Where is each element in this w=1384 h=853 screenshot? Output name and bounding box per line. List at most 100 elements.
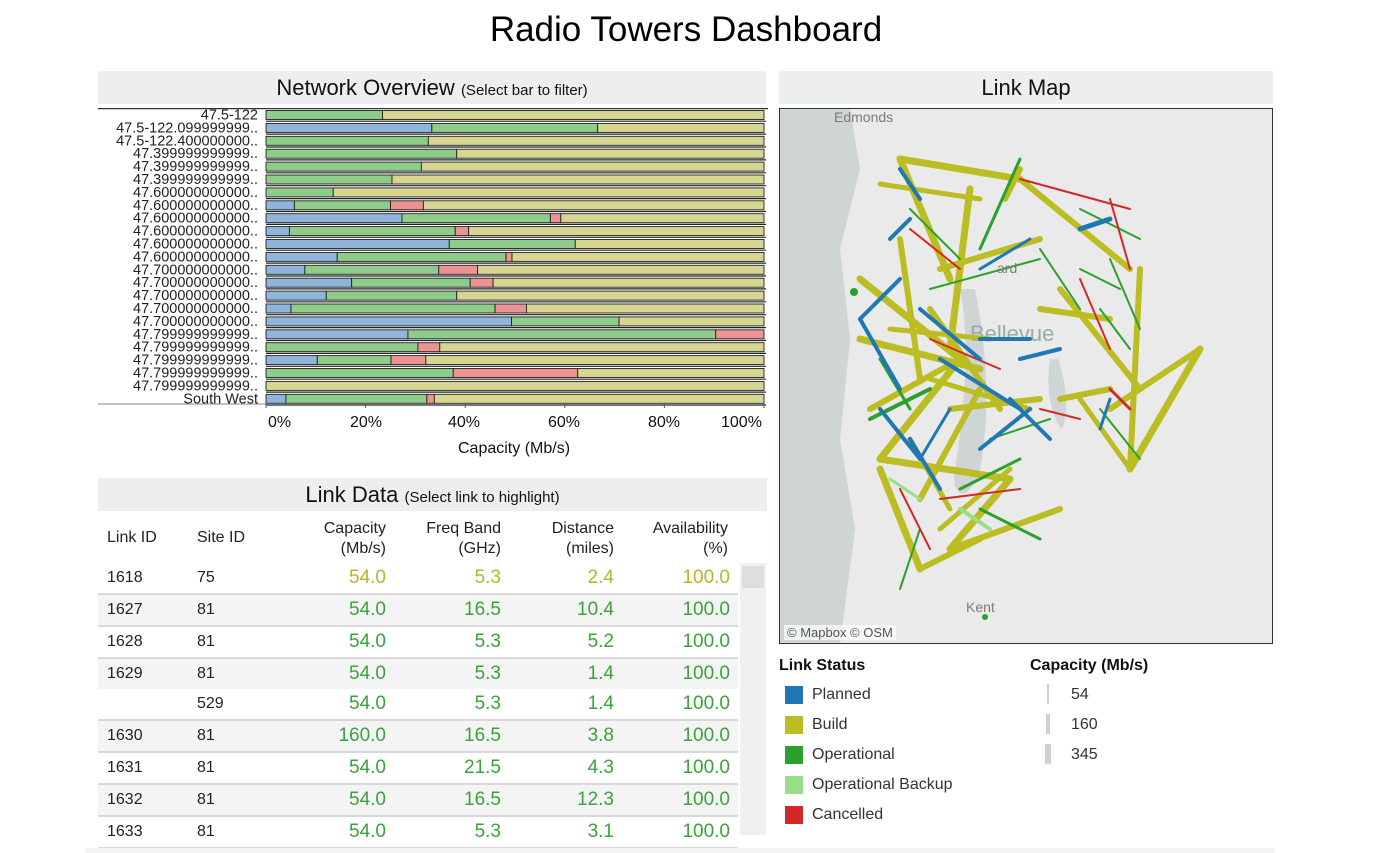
bar-segment-cancelled[interactable] xyxy=(438,264,479,275)
bar-segment-cancelled[interactable] xyxy=(452,368,579,378)
map-link-planned[interactable] xyxy=(938,357,1022,411)
bar-segment-build[interactable] xyxy=(511,251,765,262)
map-link-planned[interactable] xyxy=(878,407,922,461)
bar-segment-operational[interactable] xyxy=(293,200,391,211)
bar-segment-build[interactable] xyxy=(433,393,765,404)
map-link-operational[interactable] xyxy=(978,157,1022,251)
map-link-build[interactable] xyxy=(1127,266,1143,472)
legend-item-build[interactable]: Build xyxy=(779,710,999,740)
legend-item-operational-backup[interactable]: Operational Backup xyxy=(779,770,999,800)
bar-segment-planned[interactable] xyxy=(265,226,290,237)
table-row[interactable]: 1630 81 160.0 16.5 3.8 100.0 xyxy=(98,721,738,753)
map-link-operational[interactable] xyxy=(1079,208,1141,240)
bar-segment-operational[interactable] xyxy=(265,135,429,146)
map-link-operational[interactable] xyxy=(899,528,921,590)
bar-segment-build[interactable] xyxy=(265,380,765,391)
bar-segment-operational[interactable] xyxy=(265,161,422,172)
legend-item-cancelled[interactable]: Cancelled xyxy=(779,800,999,830)
bar-segment-cancelled[interactable] xyxy=(390,355,427,366)
map-link-cancelled[interactable] xyxy=(909,228,961,270)
map-link-planned[interactable] xyxy=(918,307,982,361)
bar-segment-build[interactable] xyxy=(574,239,765,249)
bar-segment-planned[interactable] xyxy=(265,393,287,404)
map-link-operational[interactable] xyxy=(958,457,1022,491)
map-link-operational[interactable] xyxy=(1099,408,1141,460)
bar-segment-planned[interactable] xyxy=(265,200,295,211)
map-link-build[interactable] xyxy=(1077,396,1133,472)
map-link-operational[interactable] xyxy=(929,258,1041,290)
header-availability[interactable]: Availability (%) xyxy=(628,519,728,559)
bar-segment-planned[interactable] xyxy=(265,264,306,275)
table-row[interactable]: 1633 81 54.0 5.3 3.1 100.0 xyxy=(98,817,738,849)
legend-item-operational[interactable]: Operational xyxy=(779,740,999,770)
table-row[interactable]: 1631 81 54.0 21.5 4.3 100.0 xyxy=(98,753,738,785)
map-link-cancelled[interactable] xyxy=(1079,278,1111,350)
map-link-build[interactable] xyxy=(1037,306,1113,322)
bar-segment-operational[interactable] xyxy=(265,174,393,185)
bar-segment-operational[interactable] xyxy=(265,110,383,120)
map-link-cancelled[interactable] xyxy=(1109,198,1131,270)
bar-segment-planned[interactable] xyxy=(265,316,512,327)
table-row[interactable]: 1629 81 54.0 5.3 1.4 100.0 xyxy=(98,659,738,689)
map-link-build[interactable] xyxy=(1057,286,1143,392)
bar-segment-build[interactable] xyxy=(427,135,765,146)
map-link-build[interactable] xyxy=(867,356,963,412)
map-link-planned[interactable] xyxy=(888,217,912,241)
bar-segment-planned[interactable] xyxy=(265,213,403,224)
header-site-id[interactable]: Site ID xyxy=(197,529,246,546)
header-distance[interactable]: Distance (miles) xyxy=(518,519,614,559)
bar-segment-operational[interactable] xyxy=(401,213,551,224)
map-link-cancelled[interactable] xyxy=(939,488,1021,500)
map-link-operational[interactable] xyxy=(1079,268,1121,290)
bar-segment-operational[interactable] xyxy=(448,239,576,249)
bar-segment-planned[interactable] xyxy=(265,303,292,314)
bar-segment-operational[interactable] xyxy=(265,187,334,198)
bar-segment-build[interactable] xyxy=(468,226,765,237)
bar-segment-operational[interactable] xyxy=(325,290,458,301)
bar-segment-cancelled[interactable] xyxy=(426,393,435,404)
bar-segment-planned[interactable] xyxy=(265,277,353,288)
map-link-planned[interactable] xyxy=(898,167,922,201)
bar-segment-build[interactable] xyxy=(382,110,765,120)
map-link-cancelled[interactable] xyxy=(1039,408,1081,420)
bar-segment-operational[interactable] xyxy=(265,342,419,353)
bar-segment-operational[interactable] xyxy=(288,226,456,237)
bar-segment-build[interactable] xyxy=(577,368,765,378)
map-link-operational-backup[interactable] xyxy=(958,507,992,531)
table-row[interactable]: 1618 75 54.0 5.3 2.4 100.0 xyxy=(98,563,738,595)
header-link-id[interactable]: Link ID xyxy=(107,529,157,546)
map-link-operational-backup[interactable] xyxy=(888,477,922,501)
bar-segment-build[interactable] xyxy=(439,342,765,353)
capacity-legend-item[interactable]: 54 xyxy=(1030,680,1190,710)
table-scrollbar-thumb[interactable] xyxy=(742,566,764,588)
map-link-planned[interactable] xyxy=(1018,347,1062,361)
table-row[interactable]: 1628 81 54.0 5.3 5.2 100.0 xyxy=(98,627,738,659)
map-link-build[interactable] xyxy=(876,355,964,463)
map-link-cancelled[interactable] xyxy=(1108,387,1132,411)
map-link-planned[interactable] xyxy=(978,237,1032,271)
bar-segment-planned[interactable] xyxy=(265,251,338,262)
bar-segment-cancelled[interactable] xyxy=(494,303,527,314)
map-link-build[interactable] xyxy=(937,466,1013,532)
map-link-operational[interactable] xyxy=(1109,258,1141,330)
map-link-operational[interactable] xyxy=(1039,248,1081,310)
bar-segment-cancelled[interactable] xyxy=(390,200,424,211)
bar-segment-build[interactable] xyxy=(492,277,765,288)
bar-segment-build[interactable] xyxy=(422,200,765,211)
capacity-legend-item[interactable]: 345 xyxy=(1030,740,1190,770)
map-link-planned[interactable] xyxy=(978,407,1032,451)
bar-segment-build[interactable] xyxy=(526,303,765,314)
map-link-planned[interactable] xyxy=(1098,397,1112,431)
bar-segment-planned[interactable] xyxy=(265,329,409,340)
map-link-planned[interactable] xyxy=(918,407,952,461)
table-row[interactable]: 529 54.0 5.3 1.4 100.0 xyxy=(98,689,738,721)
bar-segment-planned[interactable] xyxy=(265,355,318,366)
map-link-build[interactable] xyxy=(877,181,983,202)
capacity-legend-item[interactable]: 160 xyxy=(1030,710,1190,740)
map-link-build[interactable] xyxy=(897,236,923,382)
bar-segment-operational[interactable] xyxy=(285,393,428,404)
bar-segment-build[interactable] xyxy=(332,187,765,198)
bar-segment-operational[interactable] xyxy=(316,355,392,366)
map-link-planned[interactable] xyxy=(1077,216,1113,232)
table-scrollbar[interactable] xyxy=(740,563,766,835)
